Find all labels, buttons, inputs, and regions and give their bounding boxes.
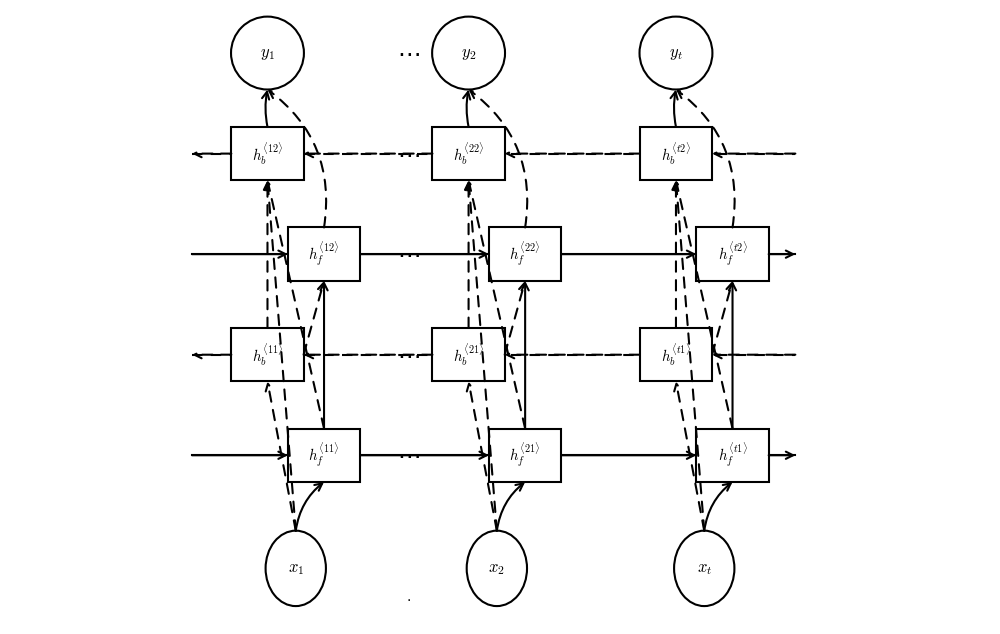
Text: $h_b^{\langle 22\rangle}$: $h_b^{\langle 22\rangle}$ bbox=[453, 141, 484, 167]
FancyArrowPatch shape bbox=[505, 283, 526, 354]
FancyArrowPatch shape bbox=[463, 92, 470, 127]
Text: $x_2$: $x_2$ bbox=[488, 559, 505, 578]
Text: $h_f^{\langle t1\rangle}$: $h_f^{\langle t1\rangle}$ bbox=[718, 441, 747, 469]
FancyArrowPatch shape bbox=[714, 351, 795, 358]
FancyBboxPatch shape bbox=[696, 429, 769, 482]
FancyBboxPatch shape bbox=[696, 228, 769, 281]
FancyArrowPatch shape bbox=[465, 183, 472, 328]
FancyArrowPatch shape bbox=[264, 183, 271, 328]
Text: $h_f^{\langle 11\rangle}$: $h_f^{\langle 11\rangle}$ bbox=[308, 441, 340, 469]
FancyArrowPatch shape bbox=[671, 92, 678, 127]
FancyArrowPatch shape bbox=[360, 250, 487, 258]
FancyArrowPatch shape bbox=[769, 250, 793, 258]
FancyArrowPatch shape bbox=[467, 384, 497, 531]
FancyArrowPatch shape bbox=[320, 283, 328, 429]
Text: $\cdots$: $\cdots$ bbox=[397, 343, 420, 366]
FancyArrowPatch shape bbox=[672, 183, 680, 328]
FancyArrowPatch shape bbox=[714, 150, 795, 157]
FancyArrowPatch shape bbox=[678, 91, 735, 228]
FancyArrowPatch shape bbox=[266, 384, 296, 531]
Text: $h_f^{\langle t2\rangle}$: $h_f^{\langle t2\rangle}$ bbox=[718, 240, 747, 268]
FancyArrowPatch shape bbox=[729, 283, 736, 429]
FancyArrowPatch shape bbox=[306, 351, 432, 358]
FancyArrowPatch shape bbox=[507, 351, 640, 358]
FancyArrowPatch shape bbox=[194, 150, 231, 157]
FancyArrowPatch shape bbox=[360, 451, 487, 459]
Text: $h_f^{\langle 12\rangle}$: $h_f^{\langle 12\rangle}$ bbox=[308, 240, 340, 268]
FancyBboxPatch shape bbox=[432, 328, 505, 382]
FancyArrowPatch shape bbox=[192, 451, 286, 459]
FancyArrowPatch shape bbox=[265, 183, 296, 531]
FancyBboxPatch shape bbox=[288, 429, 360, 482]
Text: $.$: $.$ bbox=[406, 590, 411, 604]
Text: $\cdots$: $\cdots$ bbox=[397, 443, 420, 467]
FancyArrowPatch shape bbox=[522, 283, 529, 429]
Text: $h_b^{\langle 21\rangle}$: $h_b^{\langle 21\rangle}$ bbox=[453, 342, 484, 368]
Text: $h_f^{\langle 22\rangle}$: $h_f^{\langle 22\rangle}$ bbox=[509, 240, 541, 268]
FancyArrowPatch shape bbox=[704, 483, 731, 531]
Text: $h_b^{\langle 12\rangle}$: $h_b^{\langle 12\rangle}$ bbox=[252, 141, 283, 167]
Text: $y_1$: $y_1$ bbox=[260, 44, 275, 62]
FancyArrowPatch shape bbox=[673, 183, 704, 531]
Ellipse shape bbox=[467, 531, 527, 606]
FancyArrowPatch shape bbox=[769, 451, 793, 459]
FancyArrowPatch shape bbox=[470, 91, 527, 228]
Text: $h_b^{\langle t1\rangle}$: $h_b^{\langle t1\rangle}$ bbox=[661, 342, 691, 368]
FancyArrowPatch shape bbox=[266, 183, 324, 429]
Text: $x_1$: $x_1$ bbox=[288, 559, 304, 578]
Ellipse shape bbox=[640, 16, 712, 89]
Text: $h_f^{\langle 21\rangle}$: $h_f^{\langle 21\rangle}$ bbox=[509, 441, 541, 469]
FancyArrowPatch shape bbox=[304, 283, 325, 354]
FancyArrowPatch shape bbox=[712, 283, 733, 354]
FancyArrowPatch shape bbox=[467, 183, 525, 429]
FancyBboxPatch shape bbox=[231, 328, 304, 382]
FancyBboxPatch shape bbox=[231, 127, 304, 180]
Text: $x_t$: $x_t$ bbox=[697, 559, 712, 578]
FancyArrowPatch shape bbox=[674, 384, 704, 531]
FancyArrowPatch shape bbox=[561, 250, 694, 258]
FancyArrowPatch shape bbox=[466, 183, 497, 531]
FancyArrowPatch shape bbox=[507, 150, 640, 157]
FancyArrowPatch shape bbox=[194, 351, 231, 358]
Text: $y_2$: $y_2$ bbox=[461, 44, 476, 62]
FancyBboxPatch shape bbox=[432, 127, 505, 180]
FancyBboxPatch shape bbox=[489, 429, 561, 482]
Text: $y_t$: $y_t$ bbox=[669, 44, 683, 62]
Ellipse shape bbox=[432, 16, 505, 89]
Text: $\cdots$: $\cdots$ bbox=[397, 242, 420, 266]
FancyArrowPatch shape bbox=[497, 483, 523, 531]
FancyBboxPatch shape bbox=[489, 228, 561, 281]
Ellipse shape bbox=[266, 531, 326, 606]
FancyBboxPatch shape bbox=[288, 228, 360, 281]
FancyArrowPatch shape bbox=[306, 150, 432, 157]
FancyArrowPatch shape bbox=[262, 92, 269, 127]
Text: $\cdots$: $\cdots$ bbox=[397, 41, 420, 65]
FancyArrowPatch shape bbox=[296, 483, 322, 531]
Text: $h_b^{\langle 11\rangle}$: $h_b^{\langle 11\rangle}$ bbox=[252, 342, 283, 368]
Text: $\cdots$: $\cdots$ bbox=[397, 141, 420, 165]
FancyArrowPatch shape bbox=[269, 91, 326, 228]
Text: $h_b^{\langle t2\rangle}$: $h_b^{\langle t2\rangle}$ bbox=[661, 141, 691, 167]
FancyBboxPatch shape bbox=[640, 127, 712, 180]
FancyArrowPatch shape bbox=[675, 183, 733, 429]
Ellipse shape bbox=[674, 531, 734, 606]
Ellipse shape bbox=[231, 16, 304, 89]
FancyArrowPatch shape bbox=[561, 451, 694, 459]
FancyBboxPatch shape bbox=[640, 328, 712, 382]
FancyArrowPatch shape bbox=[192, 250, 286, 258]
